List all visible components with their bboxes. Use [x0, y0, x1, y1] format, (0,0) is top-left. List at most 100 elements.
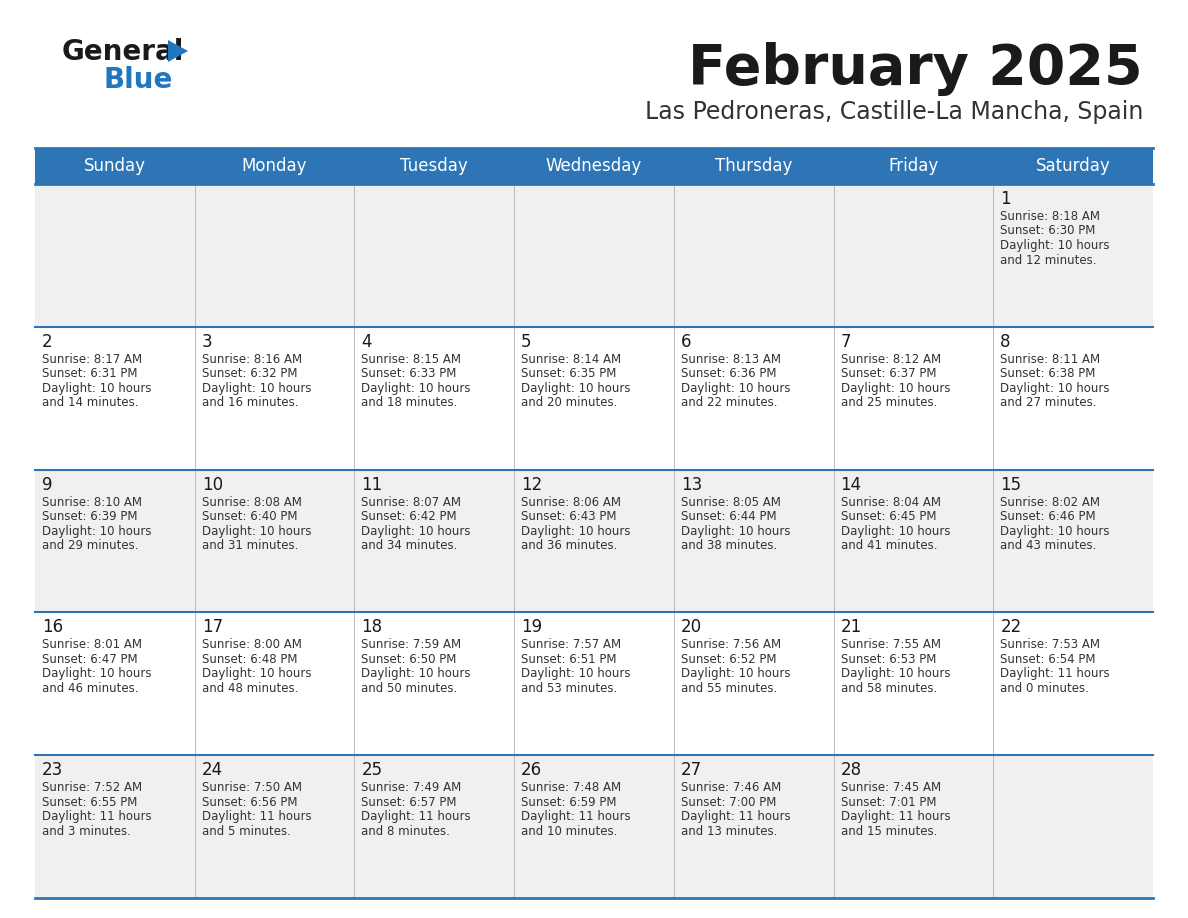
Text: and 14 minutes.: and 14 minutes.	[42, 397, 139, 409]
Text: and 13 minutes.: and 13 minutes.	[681, 824, 777, 838]
Text: Daylight: 10 hours: Daylight: 10 hours	[361, 667, 470, 680]
Text: Sunset: 6:56 PM: Sunset: 6:56 PM	[202, 796, 297, 809]
Text: Sunset: 6:59 PM: Sunset: 6:59 PM	[522, 796, 617, 809]
Text: Sunrise: 7:46 AM: Sunrise: 7:46 AM	[681, 781, 781, 794]
Text: and 25 minutes.: and 25 minutes.	[841, 397, 937, 409]
Bar	[34, 327, 1154, 470]
Text: Daylight: 10 hours: Daylight: 10 hours	[1000, 524, 1110, 538]
Bar	[34, 756, 1154, 898]
Text: Sunset: 6:57 PM: Sunset: 6:57 PM	[361, 796, 457, 809]
Text: and 15 minutes.: and 15 minutes.	[841, 824, 937, 838]
Text: 3: 3	[202, 333, 213, 351]
Text: Sunset: 6:37 PM: Sunset: 6:37 PM	[841, 367, 936, 380]
Text: Daylight: 10 hours: Daylight: 10 hours	[681, 524, 790, 538]
Text: and 27 minutes.: and 27 minutes.	[1000, 397, 1097, 409]
Text: Sunrise: 8:13 AM: Sunrise: 8:13 AM	[681, 353, 781, 365]
Text: Sunrise: 8:04 AM: Sunrise: 8:04 AM	[841, 496, 941, 509]
Text: 12: 12	[522, 476, 543, 494]
Text: Sunset: 7:00 PM: Sunset: 7:00 PM	[681, 796, 776, 809]
Text: Sunrise: 8:16 AM: Sunrise: 8:16 AM	[202, 353, 302, 365]
Text: and 41 minutes.: and 41 minutes.	[841, 539, 937, 552]
Text: Sunrise: 8:01 AM: Sunrise: 8:01 AM	[42, 638, 143, 652]
Text: 11: 11	[361, 476, 383, 494]
Text: 25: 25	[361, 761, 383, 779]
Text: Sunset: 6:55 PM: Sunset: 6:55 PM	[42, 796, 138, 809]
Text: Saturday: Saturday	[1036, 157, 1111, 175]
Bar	[34, 184, 1154, 327]
Text: Sunrise: 8:07 AM: Sunrise: 8:07 AM	[361, 496, 461, 509]
Text: 8: 8	[1000, 333, 1011, 351]
Text: 23: 23	[42, 761, 63, 779]
Text: and 12 minutes.: and 12 minutes.	[1000, 253, 1097, 266]
Text: and 48 minutes.: and 48 minutes.	[202, 682, 298, 695]
Text: Daylight: 10 hours: Daylight: 10 hours	[361, 524, 470, 538]
Text: Sunrise: 8:17 AM: Sunrise: 8:17 AM	[42, 353, 143, 365]
Text: Sunset: 6:54 PM: Sunset: 6:54 PM	[1000, 653, 1095, 666]
Text: and 3 minutes.: and 3 minutes.	[42, 824, 131, 838]
Text: Sunset: 6:44 PM: Sunset: 6:44 PM	[681, 510, 777, 523]
Text: Sunset: 6:52 PM: Sunset: 6:52 PM	[681, 653, 776, 666]
Text: 17: 17	[202, 619, 223, 636]
Text: and 8 minutes.: and 8 minutes.	[361, 824, 450, 838]
Text: 2: 2	[42, 333, 52, 351]
Text: and 22 minutes.: and 22 minutes.	[681, 397, 777, 409]
Text: Tuesday: Tuesday	[400, 157, 468, 175]
Text: Daylight: 10 hours: Daylight: 10 hours	[841, 524, 950, 538]
Text: Sunset: 6:50 PM: Sunset: 6:50 PM	[361, 653, 457, 666]
Text: Sunset: 6:35 PM: Sunset: 6:35 PM	[522, 367, 617, 380]
Text: Sunset: 6:47 PM: Sunset: 6:47 PM	[42, 653, 138, 666]
Text: Daylight: 10 hours: Daylight: 10 hours	[202, 524, 311, 538]
Text: Sunset: 6:39 PM: Sunset: 6:39 PM	[42, 510, 138, 523]
Text: Las Pedroneras, Castille-La Mancha, Spain: Las Pedroneras, Castille-La Mancha, Spai…	[645, 100, 1143, 124]
Text: Sunset: 6:48 PM: Sunset: 6:48 PM	[202, 653, 297, 666]
Text: Sunrise: 8:18 AM: Sunrise: 8:18 AM	[1000, 210, 1100, 223]
Text: 18: 18	[361, 619, 383, 636]
Text: Sunset: 6:42 PM: Sunset: 6:42 PM	[361, 510, 457, 523]
Text: 19: 19	[522, 619, 542, 636]
Text: Sunrise: 8:05 AM: Sunrise: 8:05 AM	[681, 496, 781, 509]
Text: Sunset: 6:51 PM: Sunset: 6:51 PM	[522, 653, 617, 666]
Text: Sunrise: 7:45 AM: Sunrise: 7:45 AM	[841, 781, 941, 794]
Text: and 5 minutes.: and 5 minutes.	[202, 824, 291, 838]
Text: Daylight: 11 hours: Daylight: 11 hours	[522, 811, 631, 823]
Text: Daylight: 11 hours: Daylight: 11 hours	[841, 811, 950, 823]
Text: Sunset: 7:01 PM: Sunset: 7:01 PM	[841, 796, 936, 809]
Text: Sunset: 6:40 PM: Sunset: 6:40 PM	[202, 510, 297, 523]
Text: Daylight: 10 hours: Daylight: 10 hours	[681, 667, 790, 680]
Text: and 36 minutes.: and 36 minutes.	[522, 539, 618, 552]
Text: Friday: Friday	[889, 157, 939, 175]
Text: and 20 minutes.: and 20 minutes.	[522, 397, 618, 409]
Text: Daylight: 10 hours: Daylight: 10 hours	[522, 382, 631, 395]
Text: 9: 9	[42, 476, 52, 494]
Text: Sunset: 6:53 PM: Sunset: 6:53 PM	[841, 653, 936, 666]
Bar	[34, 612, 1154, 756]
Text: Sunset: 6:45 PM: Sunset: 6:45 PM	[841, 510, 936, 523]
Bar	[34, 470, 1154, 612]
Text: 5: 5	[522, 333, 532, 351]
Text: Daylight: 10 hours: Daylight: 10 hours	[202, 382, 311, 395]
Text: Daylight: 10 hours: Daylight: 10 hours	[841, 382, 950, 395]
Text: 22: 22	[1000, 619, 1022, 636]
Text: General: General	[62, 38, 184, 66]
Text: and 50 minutes.: and 50 minutes.	[361, 682, 457, 695]
Text: February 2025: February 2025	[688, 42, 1143, 96]
Text: Monday: Monday	[242, 157, 308, 175]
Text: 1: 1	[1000, 190, 1011, 208]
Text: 6: 6	[681, 333, 691, 351]
Text: Sunrise: 8:11 AM: Sunrise: 8:11 AM	[1000, 353, 1100, 365]
Text: Daylight: 11 hours: Daylight: 11 hours	[202, 811, 311, 823]
Text: Daylight: 10 hours: Daylight: 10 hours	[522, 524, 631, 538]
Text: Sunset: 6:32 PM: Sunset: 6:32 PM	[202, 367, 297, 380]
Text: 16: 16	[42, 619, 63, 636]
Text: Blue: Blue	[105, 66, 173, 94]
Text: and 53 minutes.: and 53 minutes.	[522, 682, 618, 695]
Text: 24: 24	[202, 761, 223, 779]
Text: 14: 14	[841, 476, 861, 494]
Text: 20: 20	[681, 619, 702, 636]
Text: and 0 minutes.: and 0 minutes.	[1000, 682, 1089, 695]
Text: Daylight: 10 hours: Daylight: 10 hours	[42, 524, 152, 538]
Text: Sunset: 6:46 PM: Sunset: 6:46 PM	[1000, 510, 1095, 523]
Text: Daylight: 11 hours: Daylight: 11 hours	[681, 811, 790, 823]
Text: Sunrise: 7:57 AM: Sunrise: 7:57 AM	[522, 638, 621, 652]
Text: and 58 minutes.: and 58 minutes.	[841, 682, 937, 695]
